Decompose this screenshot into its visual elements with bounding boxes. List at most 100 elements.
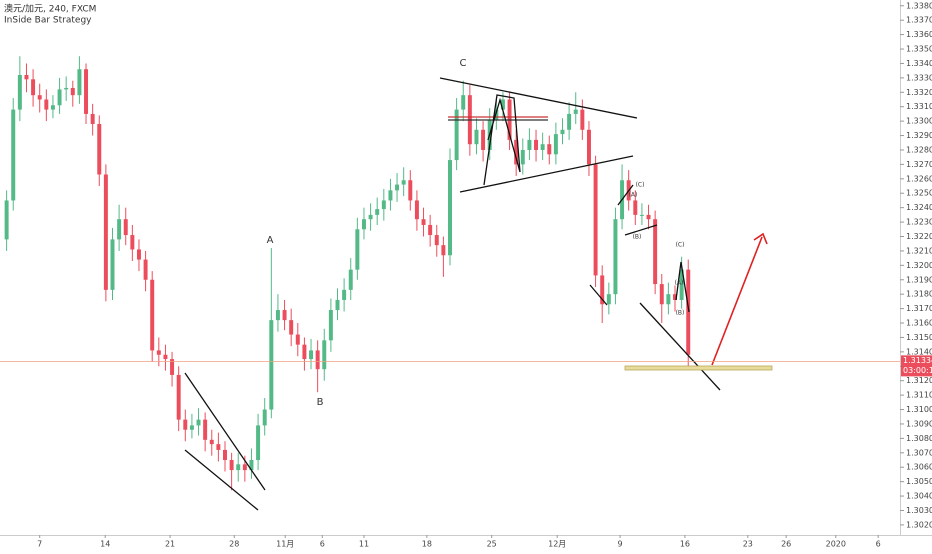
x-tick-label: 11 — [359, 540, 369, 549]
candle-body — [17, 74, 22, 110]
candle-body — [355, 229, 360, 270]
y-tick-label: 1.31900 — [906, 275, 932, 284]
y-tick-label: 1.31000 — [906, 405, 932, 414]
countdown: 03:00:11 — [903, 366, 932, 375]
candle-body — [170, 359, 175, 375]
candle-body — [633, 200, 638, 215]
candle-body — [600, 275, 605, 305]
y-tick-label: 1.33500 — [906, 45, 932, 54]
candle-body — [606, 294, 611, 305]
candle-body — [586, 129, 591, 165]
candle-body — [573, 109, 578, 114]
candle-body — [514, 139, 519, 165]
y-tick-label: 1.32000 — [906, 261, 932, 270]
candle-body — [143, 259, 148, 280]
y-tick-label: 1.30500 — [906, 477, 932, 486]
y-tick-label: 1.32300 — [906, 218, 932, 227]
candle-body — [679, 269, 684, 300]
candle-body — [229, 460, 234, 471]
candle-body — [262, 409, 267, 426]
y-tick-label: 1.30300 — [906, 506, 932, 515]
candle-body — [653, 219, 658, 285]
y-tick-label: 1.32600 — [906, 174, 932, 183]
y-tick-label: 1.30900 — [906, 419, 932, 428]
candle-body — [70, 87, 75, 96]
candle-body — [481, 129, 486, 150]
y-tick-label: 1.30600 — [906, 463, 932, 472]
candle-body — [580, 109, 585, 130]
candle-body — [216, 444, 221, 450]
y-tick-label: 1.32900 — [906, 131, 932, 140]
drawings — [184, 77, 773, 511]
candle-body — [236, 464, 241, 471]
candle-body — [461, 95, 466, 110]
candle-body — [90, 113, 95, 125]
trend-line — [439, 77, 638, 119]
candle-body — [613, 219, 618, 295]
y-tick-label: 1.32700 — [906, 160, 932, 169]
annotation: (B) — [676, 310, 685, 317]
last-price-box — [901, 355, 932, 377]
y-tick-label: 1.31500 — [906, 333, 932, 342]
candle-body — [395, 184, 400, 191]
x-tick-label: 25 — [487, 540, 497, 549]
candle-body — [454, 109, 459, 161]
candle-body — [593, 164, 598, 276]
annotation: (A) — [629, 192, 638, 199]
x-tick-label: 14 — [100, 540, 110, 549]
x-tick-label: 7 — [37, 540, 42, 549]
x-tick-label: 16 — [680, 540, 690, 549]
candle-body — [474, 129, 479, 145]
trend-line — [624, 224, 658, 236]
candle-body — [673, 294, 677, 300]
trend-line — [184, 449, 259, 511]
x-tick-label: 28 — [229, 540, 239, 549]
candle-body — [256, 425, 261, 461]
y-tick-label: 1.33300 — [906, 73, 932, 82]
candle-body — [527, 139, 532, 150]
trend-line — [617, 184, 634, 206]
zigzag — [483, 94, 521, 186]
candle-body — [223, 449, 227, 461]
x-tick-label: 12月 — [548, 540, 566, 549]
y-tick-label: 1.31100 — [906, 391, 932, 400]
chart-subtitle: InSide Bar Strategy — [4, 16, 92, 26]
candle-body — [44, 99, 49, 110]
x-tick-label: 6 — [320, 540, 325, 549]
trend-line — [639, 302, 721, 391]
candle-body — [448, 160, 452, 256]
y-tick-label: 1.32100 — [906, 246, 932, 255]
candle-body — [103, 174, 108, 290]
candle-body — [494, 109, 499, 120]
candle-body — [196, 419, 201, 426]
candle-body — [659, 284, 664, 305]
candle-body — [249, 460, 254, 471]
candle-body — [421, 219, 426, 225]
candle-body — [37, 95, 42, 100]
candle-body — [666, 294, 671, 305]
candle-body — [64, 87, 69, 90]
y-tick-label: 1.30400 — [906, 492, 932, 501]
support-zone — [624, 365, 773, 371]
annotation: (C) — [636, 182, 645, 189]
y-tick-label: 1.31400 — [906, 347, 932, 356]
candle-body — [203, 419, 208, 440]
candle-body — [11, 109, 16, 201]
candle-body — [534, 139, 539, 150]
candle-body — [342, 289, 347, 300]
candle-body — [348, 269, 353, 290]
candle-body — [520, 149, 525, 165]
annotation: B — [317, 397, 324, 408]
candle-body — [31, 79, 36, 96]
candle-body — [361, 219, 366, 230]
trend-line — [589, 284, 608, 306]
y-tick-label: 1.31600 — [906, 319, 932, 328]
candle-body — [97, 124, 102, 175]
x-tick-label: 9 — [618, 540, 623, 549]
candle-body — [547, 144, 552, 155]
candle-body — [315, 350, 320, 370]
candle-body — [560, 129, 565, 135]
candle-body — [77, 69, 82, 96]
candle-body — [156, 350, 161, 355]
